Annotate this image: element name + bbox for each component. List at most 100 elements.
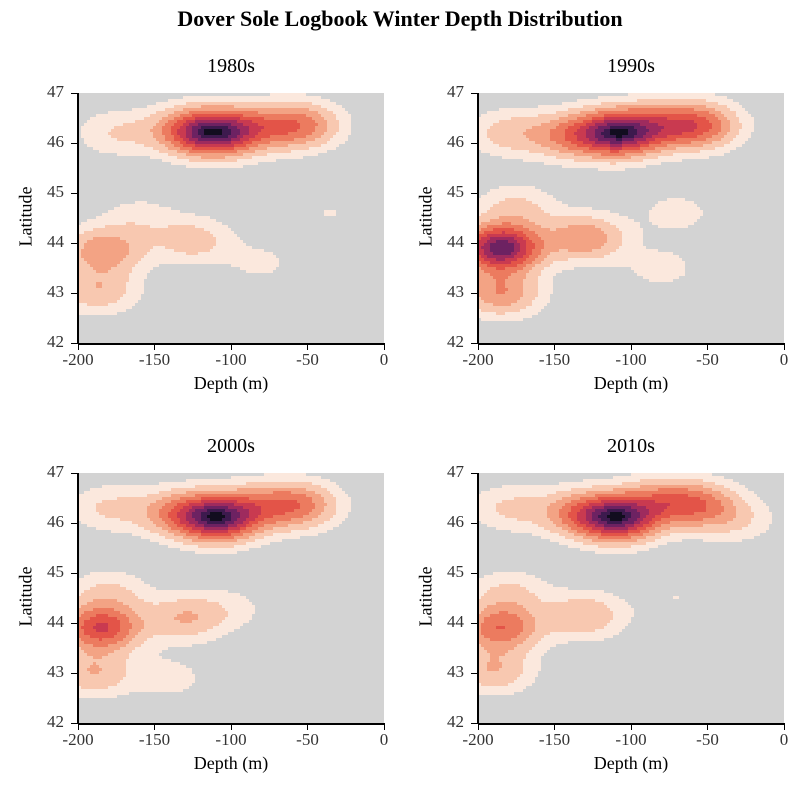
density-cell <box>562 162 565 165</box>
density-cell <box>315 150 318 153</box>
density-cell <box>523 159 526 162</box>
density-cell <box>700 135 703 138</box>
density-cell <box>96 264 99 267</box>
density-cell <box>90 222 93 225</box>
density-cell <box>225 114 228 117</box>
y-tick-label: 42 <box>47 332 64 351</box>
density-cell <box>685 96 688 99</box>
density-cell <box>529 123 532 126</box>
density-cell <box>273 258 276 261</box>
density-cell <box>670 99 673 102</box>
density-cell <box>625 150 628 153</box>
density-cell <box>721 114 724 117</box>
density-cell <box>309 120 312 123</box>
density-cell <box>222 120 225 123</box>
density-cell <box>733 111 736 114</box>
density-cell <box>234 159 237 162</box>
density-cell <box>105 234 108 237</box>
density-cell <box>601 144 604 147</box>
density-cell <box>685 132 688 135</box>
density-cell <box>108 312 111 315</box>
density-cell <box>748 114 751 117</box>
density-cell <box>595 162 598 165</box>
density-cell <box>162 108 165 111</box>
density-cell <box>499 138 502 141</box>
density-cell <box>129 126 132 129</box>
density-cell <box>135 252 138 255</box>
density-cell <box>580 126 583 129</box>
density-cell <box>676 93 679 96</box>
density-cell <box>213 102 216 105</box>
density-cell <box>619 132 622 135</box>
density-cell <box>84 285 87 288</box>
density-cell <box>580 138 583 141</box>
density-cell <box>505 138 508 141</box>
density-cell <box>189 105 192 108</box>
density-cell <box>252 99 255 102</box>
density-cell <box>637 96 640 99</box>
density-cell <box>616 138 619 141</box>
density-cell <box>111 303 114 306</box>
density-cell <box>538 105 541 108</box>
density-cell <box>628 111 631 114</box>
density-cell <box>658 117 661 120</box>
density-cell <box>709 93 712 96</box>
density-cell <box>228 96 231 99</box>
density-cell <box>306 102 309 105</box>
density-cell <box>502 132 505 135</box>
density-cell <box>688 156 691 159</box>
density-cell <box>667 99 670 102</box>
density-cell <box>655 156 658 159</box>
density-cell <box>279 96 282 99</box>
density-cell <box>240 132 243 135</box>
density-cell <box>150 252 153 255</box>
density-cell <box>646 120 649 123</box>
density-cell <box>159 126 162 129</box>
density-cell <box>117 291 120 294</box>
density-cell <box>607 96 610 99</box>
density-cell <box>586 138 589 141</box>
density-cell <box>646 93 649 96</box>
density-cell <box>231 96 234 99</box>
density-cell <box>571 165 574 168</box>
density-cell <box>183 240 186 243</box>
density-cell <box>162 237 165 240</box>
density-cell <box>141 240 144 243</box>
density-cell <box>99 117 102 120</box>
density-cell <box>96 270 99 273</box>
density-cell <box>198 129 201 132</box>
density-cell <box>96 231 99 234</box>
density-cell <box>87 144 90 147</box>
density-cell <box>171 117 174 120</box>
density-cell <box>625 126 628 129</box>
density-cell <box>216 222 219 225</box>
density-cell <box>243 96 246 99</box>
density-cell <box>180 234 183 237</box>
density-cell <box>135 279 138 282</box>
density-cell <box>303 126 306 129</box>
density-cell <box>616 102 619 105</box>
density-cell <box>210 123 213 126</box>
density-cell <box>195 96 198 99</box>
density-cell <box>718 102 721 105</box>
density-cell <box>246 162 249 165</box>
density-cell <box>559 138 562 141</box>
density-cell <box>697 141 700 144</box>
density-cell <box>147 225 150 228</box>
density-cell <box>532 111 535 114</box>
density-cell <box>324 120 327 123</box>
density-cell <box>165 222 168 225</box>
density-cell <box>87 231 90 234</box>
density-cell <box>252 135 255 138</box>
density-cell <box>111 288 114 291</box>
density-cell <box>658 150 661 153</box>
density-cell <box>571 108 574 111</box>
density-cell <box>216 111 219 114</box>
density-cell <box>258 255 261 258</box>
density-cell <box>162 207 165 210</box>
density-cell <box>111 300 114 303</box>
density-cell <box>225 108 228 111</box>
density-cell <box>670 156 673 159</box>
density-cell <box>174 246 177 249</box>
density-cell <box>144 123 147 126</box>
